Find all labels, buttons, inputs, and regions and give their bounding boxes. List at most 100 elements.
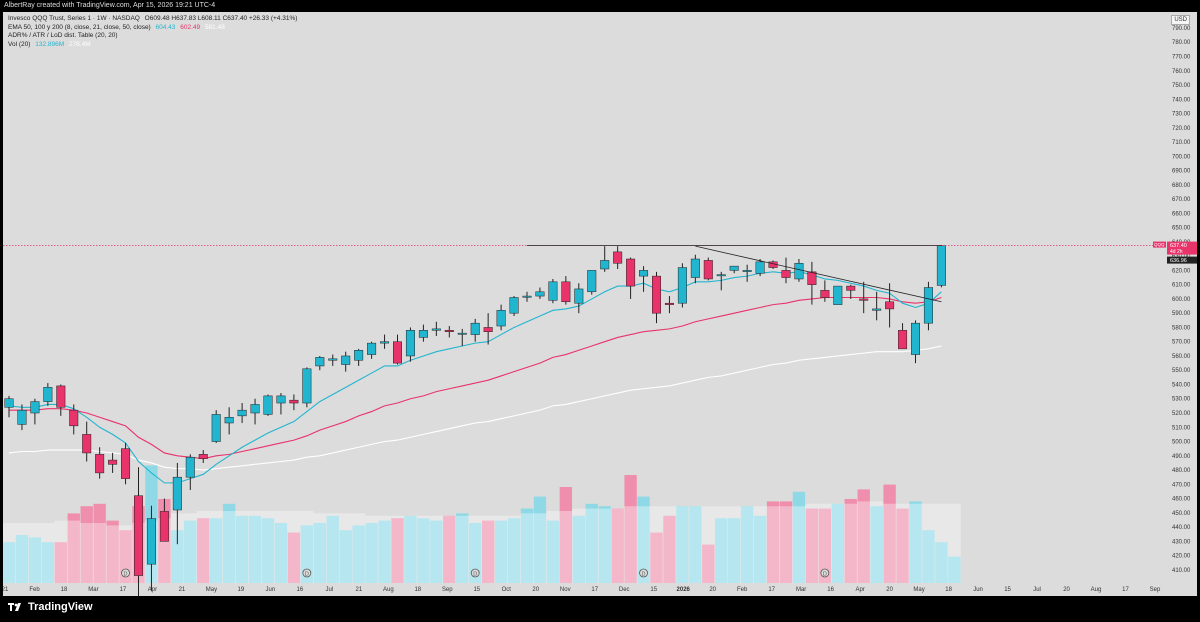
time-tick-label: Jul — [1033, 587, 1041, 593]
time-axis-bg[interactable] — [3, 583, 1166, 596]
candle-body — [250, 404, 260, 414]
legend-adr-row[interactable]: ADR% / ATR / LoD dist. Table (20, 20) — [8, 32, 300, 41]
volume-bar — [818, 508, 832, 583]
candle-body — [820, 290, 830, 298]
crosshair-price-tag — [1167, 256, 1197, 264]
candle-body — [224, 417, 234, 424]
time-tick-label: 17 — [591, 587, 598, 593]
candle-body — [418, 330, 428, 338]
candle-body — [444, 330, 454, 332]
price-tick-label: 410.00 — [1172, 568, 1191, 574]
volume-bar — [896, 508, 909, 583]
candle-body — [134, 495, 143, 576]
legend-symbol-name: Invesco QQQ Trust, Series 1 · 1W · NASDA… — [8, 15, 140, 22]
dividend-marker — [302, 568, 312, 578]
time-tick-label: Jun — [266, 587, 276, 593]
volume-bar — [41, 542, 55, 583]
time-tick-label: Feb — [29, 587, 40, 593]
legend-vol-row[interactable]: Vol (20) 132.896M 278.4M — [8, 41, 300, 50]
dividend-marker-label: D — [124, 572, 128, 578]
candle-body — [690, 258, 700, 278]
volume-bar — [689, 506, 702, 583]
candle-body — [95, 454, 105, 474]
candle-body — [4, 398, 14, 408]
candle-body — [483, 327, 493, 332]
time-tick-label: 15 — [473, 587, 480, 593]
legend-symbol-row[interactable]: Invesco QQQ Trust, Series 1 · 1W · NASDA… — [8, 15, 300, 24]
time-tick-label: Oct — [502, 587, 512, 593]
price-axis-bg[interactable] — [1166, 12, 1197, 596]
legend-adr-label: ADR% / ATR / LoD dist. Table (20, 20) — [8, 32, 118, 39]
price-tick-label: 470.00 — [1172, 482, 1191, 488]
volume-bar — [611, 508, 624, 583]
dividend-marker — [470, 568, 480, 578]
volume-bar — [481, 520, 495, 583]
price-tick-label: 680.00 — [1172, 183, 1191, 189]
price-tag-countdown: 4d 2h — [1170, 249, 1183, 255]
time-tick-label: 20 — [1063, 587, 1070, 593]
candle-body — [159, 511, 169, 542]
trendline — [695, 245, 942, 303]
candle-body — [289, 399, 299, 404]
candles-layer — [4, 244, 946, 596]
price-tick-label: 480.00 — [1172, 468, 1191, 474]
volume-bar — [494, 520, 508, 583]
volume-bar — [300, 525, 314, 583]
currency-button[interactable]: USD — [1171, 15, 1190, 25]
candle-body — [30, 401, 40, 414]
time-tick-label: Nov — [560, 587, 571, 593]
price-tick-label: 670.00 — [1172, 197, 1191, 203]
time-tick-label: Mar — [88, 587, 98, 593]
candle-body — [56, 385, 66, 408]
ema-50-line — [8, 345, 942, 471]
price-tick-label: 420.00 — [1172, 554, 1191, 560]
volume-bar — [948, 556, 961, 583]
volume-bar — [922, 530, 935, 583]
dividend-marker — [639, 568, 648, 578]
candle-body — [600, 260, 610, 270]
time-tick-label: 21 — [179, 587, 186, 593]
time-tick-label: 18 — [945, 587, 952, 593]
candle-body — [457, 332, 467, 335]
candle-body — [561, 281, 571, 303]
axes-layer: 790.00 780.00 770.00 760.00 750.00 740.00 730.… — [3, 26, 1197, 593]
price-tick-label: 620.00 — [1172, 268, 1191, 274]
volume-bar — [404, 515, 417, 583]
price-tick-label: 490.00 — [1172, 454, 1191, 460]
candle-body — [885, 301, 895, 310]
price-tick-label: 720.00 — [1172, 126, 1191, 132]
volume-bar — [702, 544, 715, 583]
chart-svg[interactable]: D D D D D 790.00 780.00 770.00 760.00 750.00 740.… — [3, 12, 1197, 596]
time-tick-label: 17 — [768, 587, 775, 593]
volume-bar — [391, 518, 404, 583]
time-tick-label: Apr — [855, 587, 864, 593]
symbol-tag-label: QQQ — [1154, 242, 1165, 247]
time-tick-label: Jul — [326, 587, 334, 593]
candle-body — [664, 302, 674, 305]
time-tick-label: 18 — [414, 587, 421, 593]
footer-bar: TradingView — [0, 596, 1200, 622]
candle-body — [198, 454, 208, 459]
volume-bar — [598, 506, 611, 583]
price-tick-label: 780.00 — [1172, 40, 1191, 46]
candle-body — [108, 459, 118, 465]
chart-area[interactable]: D D D D D 790.00 780.00 770.00 760.00 750.00 740.… — [3, 12, 1197, 596]
price-tick-label: 710.00 — [1172, 140, 1191, 146]
legend-ema-row[interactable]: EMA 50, 100 y 200 (8, close, 21, close, … — [8, 24, 300, 33]
candle-body — [328, 358, 338, 361]
price-tick-label: 450.00 — [1172, 511, 1191, 517]
candle-body — [522, 295, 532, 298]
price-tick-label: 600.00 — [1172, 297, 1191, 303]
candle-body — [807, 271, 817, 285]
candle-body — [781, 270, 791, 278]
legend-ema-value-1: 604.43 — [155, 23, 176, 31]
time-tick-label: Sep — [1150, 587, 1161, 593]
candle-body — [548, 281, 558, 301]
volume-bar — [909, 501, 922, 583]
symbol-tag — [1153, 241, 1166, 248]
volume-bar — [805, 508, 819, 583]
tradingview-logo[interactable]: TradingView — [8, 601, 93, 613]
volume-bar — [106, 520, 119, 583]
